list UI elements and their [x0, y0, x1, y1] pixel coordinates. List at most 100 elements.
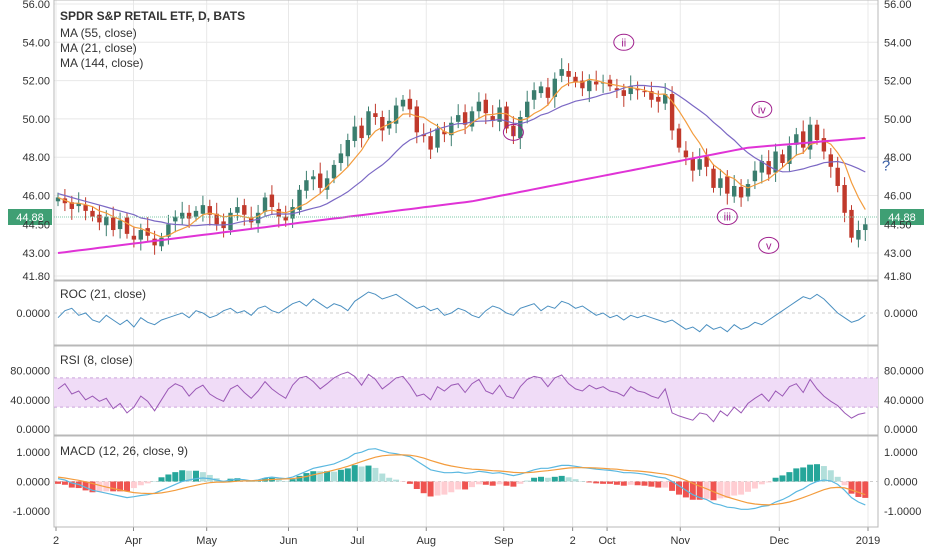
candle-body[interactable]	[504, 106, 509, 129]
candle-body[interactable]	[69, 202, 74, 209]
candle-body[interactable]	[649, 91, 654, 100]
candle-body[interactable]	[207, 206, 212, 215]
candle-body[interactable]	[387, 120, 392, 129]
candle-body[interactable]	[304, 180, 309, 191]
ma144-line[interactable]	[57, 136, 866, 254]
candle-body[interactable]	[697, 159, 702, 170]
candle-body[interactable]	[683, 150, 689, 158]
candle-body[interactable]	[559, 69, 564, 76]
candle-body[interactable]	[166, 224, 171, 237]
candle-body[interactable]	[235, 207, 240, 213]
candle-body[interactable]	[863, 224, 868, 231]
candle-body[interactable]	[538, 86, 544, 94]
candle-body[interactable]	[469, 111, 475, 127]
candle-body[interactable]	[738, 186, 744, 198]
candle-body[interactable]	[359, 125, 364, 139]
candle-body[interactable]	[400, 99, 406, 107]
roc-line[interactable]	[57, 291, 866, 333]
candle-body[interactable]	[331, 164, 337, 179]
candle-body[interactable]	[138, 230, 143, 240]
candle-body[interactable]	[173, 216, 178, 222]
candle-body[interactable]	[690, 158, 695, 171]
candle-body[interactable]	[97, 214, 102, 223]
candle-body[interactable]	[269, 194, 275, 208]
candle-body[interactable]	[642, 91, 647, 93]
candle-body[interactable]	[821, 138, 827, 152]
candle-body[interactable]	[180, 212, 185, 219]
candle-body[interactable]	[842, 185, 847, 213]
candle-body[interactable]	[614, 88, 620, 91]
candle-body[interactable]	[76, 203, 81, 207]
candle-body[interactable]	[393, 105, 399, 124]
candle-body[interactable]	[249, 217, 254, 223]
candle-body[interactable]	[752, 170, 758, 182]
candle-body[interactable]	[490, 116, 495, 121]
candle-body[interactable]	[380, 117, 385, 131]
candle-body[interactable]	[414, 106, 419, 133]
candle-body[interactable]	[366, 111, 371, 136]
candle-body[interactable]	[117, 220, 123, 230]
candle-body[interactable]	[90, 210, 95, 217]
candle-body[interactable]	[442, 131, 447, 135]
candle-body[interactable]	[131, 235, 137, 240]
candle-body[interactable]	[828, 154, 833, 167]
candle-body[interactable]	[104, 216, 109, 226]
candle-body[interactable]	[725, 176, 730, 194]
candle-body[interactable]	[656, 96, 661, 102]
candle-body[interactable]	[456, 115, 461, 122]
candle-body[interactable]	[111, 217, 116, 231]
candle-body[interactable]	[835, 167, 840, 186]
candle-body[interactable]	[711, 168, 716, 188]
candle-body[interactable]	[338, 153, 344, 163]
candle-body[interactable]	[573, 76, 578, 83]
candle-body[interactable]	[428, 136, 433, 150]
candle-body[interactable]	[587, 80, 592, 92]
candle-body[interactable]	[780, 154, 785, 163]
candle-body[interactable]	[421, 134, 426, 137]
candle-body[interactable]	[511, 125, 516, 137]
candle-body[interactable]	[449, 122, 454, 136]
ma21-line[interactable]	[57, 78, 866, 238]
candle-body[interactable]	[186, 212, 192, 219]
candle-body[interactable]	[794, 134, 799, 145]
candle-body[interactable]	[594, 81, 599, 85]
candle-body[interactable]	[435, 128, 440, 148]
candle-body[interactable]	[663, 94, 668, 104]
rsi-line[interactable]	[57, 371, 866, 423]
candle-body[interactable]	[214, 213, 219, 225]
candle-body[interactable]	[55, 197, 61, 202]
candle-body[interactable]	[193, 210, 199, 217]
candle-body[interactable]	[352, 126, 357, 141]
candle-body[interactable]	[83, 205, 88, 211]
candle-body[interactable]	[849, 209, 854, 238]
candle-body[interactable]	[345, 140, 350, 157]
candle-body[interactable]	[566, 71, 571, 77]
candle-body[interactable]	[635, 89, 640, 91]
macd-pane[interactable]	[54, 448, 878, 510]
candle-body[interactable]	[200, 205, 206, 214]
candle-body[interactable]	[318, 173, 323, 188]
candle-body[interactable]	[407, 98, 413, 110]
candle-body[interactable]	[290, 207, 295, 219]
candle-body[interactable]	[718, 178, 723, 188]
macd-line[interactable]	[57, 448, 866, 510]
candle-body[interactable]	[476, 101, 482, 112]
candle-body[interactable]	[621, 90, 626, 96]
candle-body[interactable]	[773, 151, 778, 173]
candle-body[interactable]	[745, 184, 751, 197]
candle-body[interactable]	[276, 208, 281, 217]
candle-body[interactable]	[607, 79, 613, 87]
candle-body[interactable]	[283, 216, 288, 221]
rsi-pane[interactable]	[54, 371, 878, 423]
candle-body[interactable]	[669, 94, 675, 131]
candle-body[interactable]	[759, 161, 764, 173]
candle-body[interactable]	[807, 124, 813, 150]
candle-body[interactable]	[152, 238, 157, 246]
macd-signal-line[interactable]	[57, 454, 866, 506]
candle-body[interactable]	[676, 128, 682, 148]
candle-body[interactable]	[262, 197, 268, 212]
candle-body[interactable]	[628, 86, 633, 95]
candle-body[interactable]	[497, 107, 502, 122]
